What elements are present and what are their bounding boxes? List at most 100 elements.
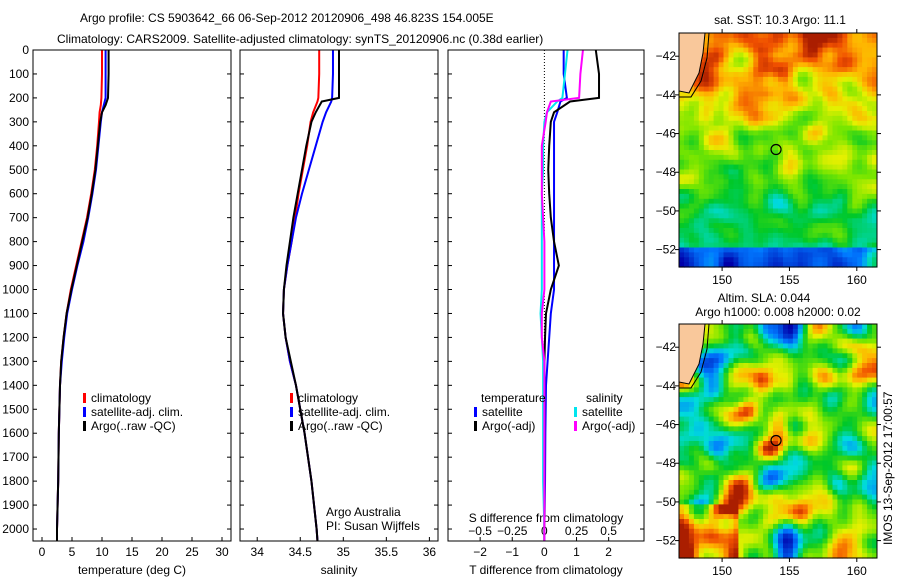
heatmap-cell (852, 377, 858, 384)
heatmap-cell (832, 198, 838, 205)
heatmap-cell (778, 528, 784, 535)
heatmap-cell (817, 392, 824, 398)
heatmap-cell (708, 504, 715, 510)
heatmap-cell (723, 377, 729, 384)
heatmap-cell (758, 343, 764, 349)
heatmap-cell (743, 494, 749, 501)
heatmap-cell (733, 247, 739, 253)
heatmap-cell (847, 33, 853, 39)
heatmap-cell (797, 33, 804, 39)
heatmap-cell (807, 548, 814, 554)
heatmap-cell (827, 154, 833, 161)
heatmap-cell (773, 499, 779, 505)
heatmap-cell (807, 52, 814, 58)
heatmap-cell (778, 218, 784, 224)
heatmap-cell (862, 159, 868, 166)
heatmap-cell (857, 494, 863, 501)
heatmap-cell (758, 111, 764, 117)
heatmap-cell (703, 514, 710, 520)
heatmap-cell (768, 455, 774, 462)
x-tick-label: 160 (847, 564, 867, 578)
heatmap-cell (723, 262, 729, 268)
heatmap-cell (857, 533, 863, 540)
heatmap-cell (857, 150, 863, 156)
heatmap-cell (738, 203, 744, 210)
heatmap-cell (718, 106, 725, 112)
heatmap-cell (832, 252, 838, 258)
heatmap-cell (758, 101, 764, 107)
heatmap-cell (698, 72, 705, 78)
heatmap-cell (768, 252, 774, 258)
heatmap-cell (723, 363, 729, 369)
heatmap-cell (688, 494, 695, 501)
heatmap-cell (778, 203, 784, 210)
heatmap-cell (748, 247, 754, 253)
heatmap-cell (802, 115, 809, 122)
heatmap-cell (718, 519, 725, 525)
heatmap-cell (703, 223, 710, 229)
heatmap-cell (842, 169, 848, 175)
heatmap-cell (703, 72, 710, 78)
heatmap-cell (852, 504, 858, 510)
heatmap-cell (862, 179, 868, 185)
heatmap-cell (802, 67, 809, 73)
heatmap-cell (787, 475, 794, 481)
heatmap-cell (842, 223, 848, 229)
heatmap-cell (822, 135, 828, 141)
heatmap-cell (857, 115, 863, 122)
heatmap-cell (783, 509, 789, 515)
heatmap-cell (718, 367, 725, 374)
heatmap-cell (723, 115, 729, 122)
heatmap-cell (763, 372, 769, 379)
map-frame (678, 32, 878, 268)
heatmap-cell (872, 115, 878, 122)
heatmap-cell (773, 140, 779, 146)
heatmap-cell (718, 406, 725, 413)
heatmap-cell (723, 421, 729, 427)
heatmap-cell (748, 533, 754, 540)
heatmap-cell (862, 421, 868, 427)
heatmap-cell (708, 96, 715, 102)
heatmap-cell (872, 338, 878, 345)
heatmap-cell (837, 33, 843, 39)
heatmap-cell (698, 252, 705, 258)
heatmap-cell (688, 475, 695, 481)
heatmap-cell (847, 232, 853, 239)
x-axis-label: salinity (321, 563, 358, 577)
heatmap-cell (787, 57, 794, 63)
heatmap-cell (773, 203, 779, 210)
heatmap-cell (723, 91, 729, 97)
heatmap-cell (812, 140, 819, 146)
heatmap-cell (723, 519, 729, 525)
heatmap-cell (787, 387, 794, 393)
heatmap-cell (802, 111, 809, 117)
heatmap-cell (768, 223, 774, 229)
heatmap-cell (743, 353, 749, 359)
heatmap-cell (857, 232, 863, 239)
heatmap-cell (792, 372, 799, 379)
heatmap-cell (758, 353, 764, 359)
heatmap-cell (852, 367, 858, 374)
heatmap-cell (753, 538, 759, 544)
heatmap-cell (708, 509, 715, 515)
heatmap-cell (723, 367, 729, 374)
heatmap-cell (857, 460, 863, 466)
heatmap-cell (837, 76, 843, 83)
heatmap-cell (783, 62, 789, 68)
heatmap-cell (787, 154, 794, 161)
heatmap-cell (807, 450, 814, 457)
heatmap-cell (802, 392, 809, 398)
heatmap-cell (713, 189, 720, 195)
heatmap-cell (748, 421, 754, 427)
heatmap-cell (832, 57, 838, 63)
heatmap-cell (684, 411, 690, 418)
heatmap-cell (743, 159, 749, 166)
heatmap-cell (679, 193, 685, 200)
heatmap-cell (768, 426, 774, 432)
heatmap-cell (698, 358, 705, 364)
heatmap-cell (733, 441, 739, 447)
heatmap-cell (802, 426, 809, 432)
heatmap-cell (753, 382, 759, 388)
heatmap-cell (738, 338, 744, 345)
heatmap-cell (797, 237, 804, 244)
